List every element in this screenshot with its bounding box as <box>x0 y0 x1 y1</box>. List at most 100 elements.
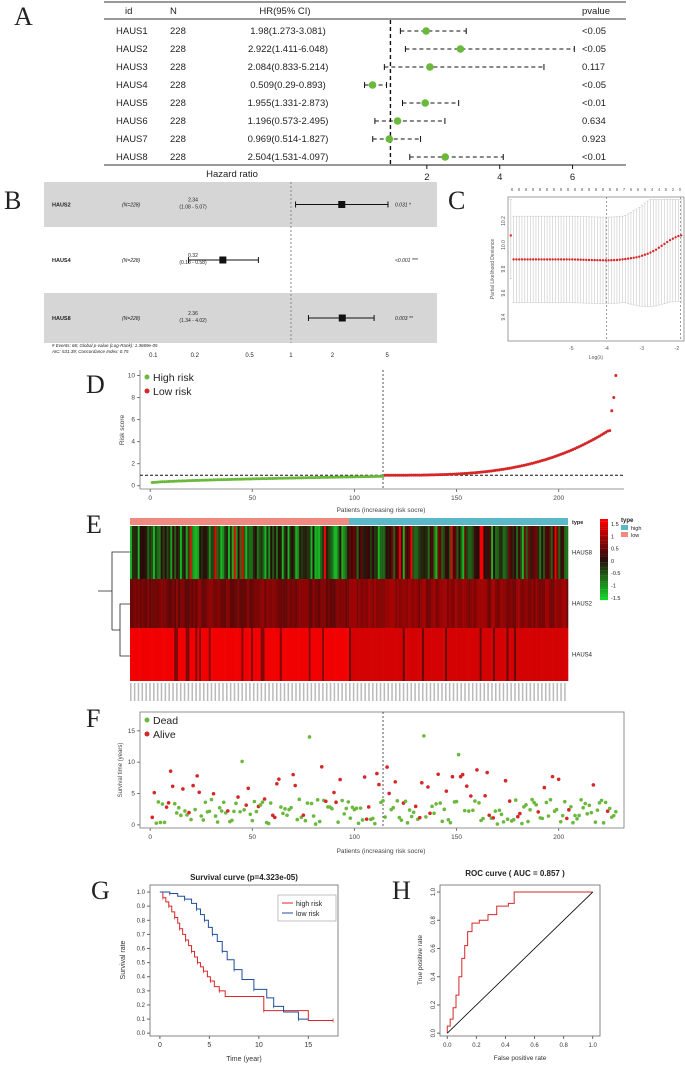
heatmap-cell <box>183 526 187 579</box>
heatmap-cell <box>174 628 177 681</box>
heatmap-cell <box>395 628 398 681</box>
color-scale-step <box>600 570 608 574</box>
heatmap-cell <box>527 579 530 628</box>
heatmap-cell <box>504 579 507 628</box>
hr-point <box>426 63 434 71</box>
heatmap-cell <box>439 526 442 579</box>
cv-point <box>679 234 683 237</box>
heatmap-cell <box>498 526 502 579</box>
color-scale-step <box>600 583 608 587</box>
top-tick-label: 8 <box>602 187 605 192</box>
heatmap-cell <box>133 628 137 681</box>
heatmap-cell <box>552 628 555 681</box>
dead-point <box>411 810 416 815</box>
dead-point <box>281 811 285 816</box>
dead-point <box>313 822 318 826</box>
heatmap-cell <box>300 579 304 628</box>
heatmap-cell <box>341 628 344 681</box>
cv-point <box>531 258 535 261</box>
heatmap-cell <box>203 628 206 681</box>
heatmap-cell <box>316 526 319 579</box>
heatmap-cell <box>435 628 438 681</box>
heatmap-cell <box>423 579 427 628</box>
cv-point <box>590 258 594 262</box>
heatmap-cell <box>191 526 194 579</box>
heatmap-cell <box>523 628 527 681</box>
dead-point <box>250 818 255 823</box>
plot-frame <box>139 711 625 829</box>
cv-point <box>666 240 669 244</box>
dead-point <box>289 805 293 810</box>
heatmap-cell <box>179 526 183 579</box>
cv-point <box>523 258 526 261</box>
dead-point <box>232 809 236 814</box>
y-tick-label: 0.0 <box>137 1031 146 1037</box>
heatmap-cell <box>214 628 217 681</box>
color-scale-step <box>600 586 608 590</box>
heatmap-cell <box>389 579 392 628</box>
heatmap-cell <box>539 579 542 628</box>
heatmap-cell <box>229 628 233 681</box>
heatmap-cell <box>418 526 421 579</box>
heatmap-cell <box>199 628 202 681</box>
heatmap-cell <box>443 628 446 681</box>
cv-point <box>652 249 655 253</box>
heatmap-cell <box>471 526 475 579</box>
heatmap-cell <box>552 579 555 628</box>
row-band <box>44 293 437 343</box>
dead-point <box>189 817 193 822</box>
heatmap-cell <box>204 526 208 579</box>
top-tick-label: 8 <box>518 187 521 192</box>
heatmap-cell <box>318 526 321 579</box>
dead-point <box>199 814 204 818</box>
row-hr-text: 2.084(0.833-5.214) <box>248 62 329 73</box>
cv-point <box>593 258 596 262</box>
heatmap-cell <box>450 579 454 628</box>
heatmap-cell <box>183 579 187 628</box>
heatmap-cell <box>512 579 515 628</box>
dead-point <box>560 813 565 818</box>
color-scale-step <box>600 540 608 544</box>
row-pvalue: <0.01 <box>582 152 606 163</box>
heatmap-cell <box>337 526 340 579</box>
sample-label <box>471 683 474 701</box>
heatmap-cell <box>331 628 334 681</box>
sample-label <box>249 683 251 701</box>
heatmap-cell <box>362 628 365 681</box>
dead-point <box>534 803 538 807</box>
heatmap-cell <box>508 526 511 579</box>
hr-point <box>393 117 402 125</box>
sample-label <box>256 683 259 701</box>
dead-point <box>573 813 577 818</box>
alive-point <box>436 772 440 777</box>
y-tick-label: 0.1 <box>137 1017 146 1023</box>
cv-point <box>515 258 518 261</box>
cv-point <box>509 234 513 237</box>
heatmap-cell <box>258 628 261 681</box>
cv-point <box>632 256 635 259</box>
heatmap-cell <box>162 628 165 681</box>
heatmap-cell <box>130 579 133 628</box>
cv-point <box>520 258 524 261</box>
sample-label <box>172 683 174 701</box>
heatmap-cell <box>220 526 223 579</box>
heatmap-cell <box>404 579 407 628</box>
sample-label <box>295 683 297 701</box>
dead-point <box>430 804 434 809</box>
dead-point <box>356 821 361 826</box>
heatmap-cell <box>276 628 279 681</box>
dead-point <box>513 798 518 802</box>
heatmap-cell <box>277 628 281 681</box>
heatmap-cell <box>279 579 283 628</box>
dead-point <box>581 805 585 810</box>
heatmap-cell <box>266 628 269 681</box>
heatmap-cell <box>170 628 173 681</box>
color-scale-step <box>600 591 608 595</box>
row-n: (N=228) <box>122 316 141 322</box>
sample-label <box>464 683 466 701</box>
heatmap-cell <box>247 579 250 628</box>
heatmap-cell <box>373 526 377 579</box>
x-tick-label: 0.0 <box>443 1043 452 1049</box>
alive-point <box>195 774 199 778</box>
heatmap-cell <box>487 628 490 681</box>
